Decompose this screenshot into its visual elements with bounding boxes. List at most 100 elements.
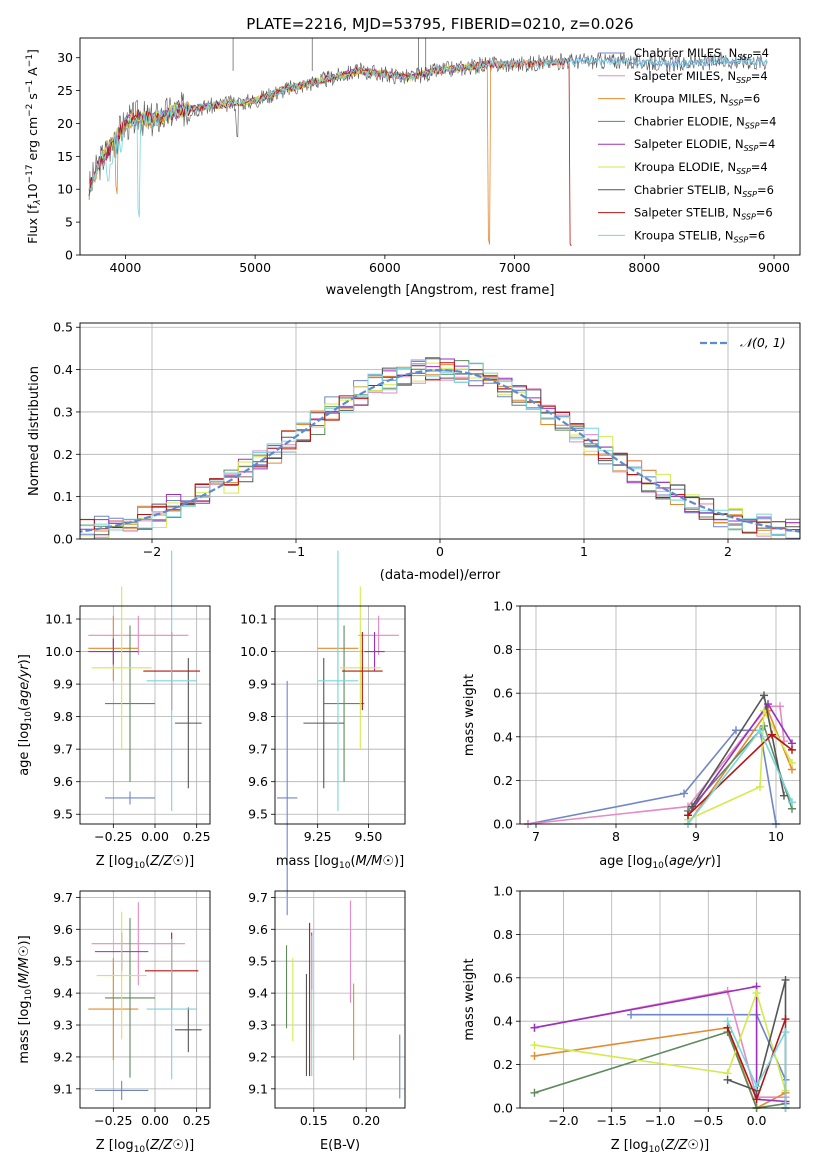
y-tick-label: 9.2	[248, 1049, 268, 1064]
weight-marker	[752, 1082, 761, 1091]
y-tick-label: 9.9	[53, 677, 73, 692]
mass-vs-Z-frame	[79, 890, 211, 1109]
y-tick-label: 9.3	[53, 1018, 73, 1033]
mass-vs-ebv-frame	[274, 890, 406, 1109]
age-vs-mass-axes: 9.25 9.50 9.5 9.6 9.7 9.8 9.9 10.0 10.1	[240, 606, 405, 844]
x-tick-label: −0.25	[94, 829, 132, 844]
y-tick-label: 9.8	[53, 709, 73, 724]
y-tick-label: 20	[57, 116, 73, 131]
x-tick-label: 6000	[369, 260, 401, 275]
weight-marker	[627, 1010, 636, 1019]
x-tick-label: 9000	[758, 260, 790, 275]
age-vs-Z-errorbars	[88, 550, 202, 811]
y-tick-label: 10.1	[240, 612, 268, 627]
y-tick-label: 9.7	[53, 890, 73, 905]
residual-ylabel: Normed distribution	[27, 366, 42, 496]
y-tick-label: 9.1	[248, 1081, 268, 1096]
residual-histograms	[80, 357, 800, 539]
weight-vs-age-frame	[519, 605, 801, 825]
spectrum-series-salpeter-elodie	[88, 60, 489, 191]
spectrum-series-kroupa-stelib	[88, 56, 768, 218]
mass-vs-Z-xlabel: Z [log10(Z/Z☉)]	[96, 1138, 194, 1155]
x-tick-label: 7000	[499, 260, 531, 275]
y-tick-label: 0.0	[53, 532, 73, 547]
x-tick-label: 10	[768, 829, 784, 844]
weight-marker	[788, 745, 796, 754]
mass-vs-ebv-xlabel: E(B-V)	[320, 1138, 360, 1153]
x-tick-label: 0.25	[183, 829, 211, 844]
y-tick-label: 0.4	[493, 729, 513, 744]
y-tick-label: 0.0	[493, 1101, 513, 1116]
x-tick-label: 0.15	[300, 1113, 328, 1128]
y-tick-label: 9.4	[53, 986, 73, 1001]
legend-label: Salpeter STELIB, NSSP=6	[634, 206, 773, 222]
weight-marker	[756, 782, 764, 791]
y-tick-label: 25	[57, 83, 73, 98]
weight-marker	[780, 791, 788, 800]
spectrum-series-chabrier-stelib	[88, 52, 768, 200]
weight-marker	[723, 1017, 732, 1026]
residual-frame	[79, 322, 801, 540]
weight-marker	[781, 1028, 790, 1037]
mass-vs-ebv-axes: 0.15 0.20 9.1 9.2 9.3 9.4 9.5 9.6 9.7	[248, 890, 405, 1128]
spectrum-xlabel: wavelength [Angstrom, rest frame]	[326, 283, 555, 298]
spectrum-ylabel: Flux [fλ10−17 erg cm−2 s−1 A−1]	[25, 49, 43, 244]
y-tick-label: 9.7	[248, 890, 268, 905]
x-tick-label: −0.5	[693, 1113, 723, 1128]
weight-marker	[680, 789, 688, 798]
age-vs-Z-ylabel: age [log10(age/yr)]	[17, 654, 34, 776]
weight-marker	[776, 702, 784, 711]
weight-marker	[752, 1095, 761, 1104]
age-vs-Z-axes: −0.25 0.00 0.25 9.5 9.6 9.7 9.8 9.9 10.0 10.1	[45, 606, 211, 844]
legend-label: Chabrier MILES, NSSP=4	[634, 46, 769, 62]
y-tick-label: 9.7	[248, 742, 268, 757]
x-tick-label: 9.25	[304, 829, 332, 844]
weight-marker	[530, 1051, 539, 1060]
y-tick-label: 5	[65, 215, 73, 230]
x-tick-label: 4000	[109, 260, 141, 275]
y-tick-label: 9.3	[248, 1018, 268, 1033]
age-vs-mass-frame	[274, 605, 406, 825]
y-tick-label: 0.3	[53, 404, 73, 419]
age-vs-Z-xlabel: Z [log10(Z/Z☉)]	[96, 854, 194, 871]
weight-marker	[788, 758, 796, 767]
spectrum-legend: Chabrier MILES, NSSP=4 Salpeter MILES, NS…	[598, 46, 776, 244]
y-tick-label: 0	[65, 248, 73, 263]
x-tick-label: −2.0	[548, 1113, 578, 1128]
y-tick-label: 9.6	[248, 922, 268, 937]
weight-marker	[530, 1088, 539, 1097]
y-tick-label: 0.2	[53, 447, 73, 462]
legend-label: Kroupa STELIB, NSSP=6	[634, 228, 765, 244]
y-tick-label: 0.0	[493, 817, 513, 832]
y-tick-label: 10	[57, 182, 73, 197]
y-tick-label: 9.4	[248, 986, 268, 1001]
spectrum-series-salpeter-stelib	[88, 57, 572, 247]
y-tick-label: 0.8	[493, 927, 513, 942]
y-tick-label: 10.0	[240, 644, 268, 659]
legend-label: Kroupa MILES, NSSP=6	[634, 92, 760, 108]
x-tick-label: 0.00	[141, 1113, 169, 1128]
x-tick-label: 0.25	[183, 1113, 211, 1128]
weight-marker	[756, 726, 764, 735]
weight-vs-Z-ylabel: mass weight	[462, 958, 477, 1040]
y-tick-label: 9.8	[248, 709, 268, 724]
weight-marker	[781, 975, 790, 984]
age-vs-mass-xlabel: mass [log10(M/M☉)]	[276, 854, 404, 871]
mass-vs-Z-errorbars	[88, 902, 202, 1101]
y-tick-label: 9.1	[53, 1081, 73, 1096]
y-tick-label: 9.5	[248, 954, 268, 969]
x-tick-label: 8000	[628, 260, 660, 275]
y-tick-label: 9.9	[248, 677, 268, 692]
y-tick-label: 0.4	[493, 1014, 513, 1029]
weight-marker	[684, 811, 692, 820]
y-tick-label: 9.5	[248, 807, 268, 822]
weight-vs-age-ylabel: mass weight	[462, 674, 477, 756]
y-tick-label: 30	[57, 50, 73, 65]
weight-marker	[760, 691, 768, 700]
y-tick-label: 1.0	[493, 599, 513, 614]
x-tick-label: 0	[436, 544, 444, 559]
y-tick-label: 9.7	[53, 742, 73, 757]
y-tick-label: 9.6	[53, 922, 73, 937]
